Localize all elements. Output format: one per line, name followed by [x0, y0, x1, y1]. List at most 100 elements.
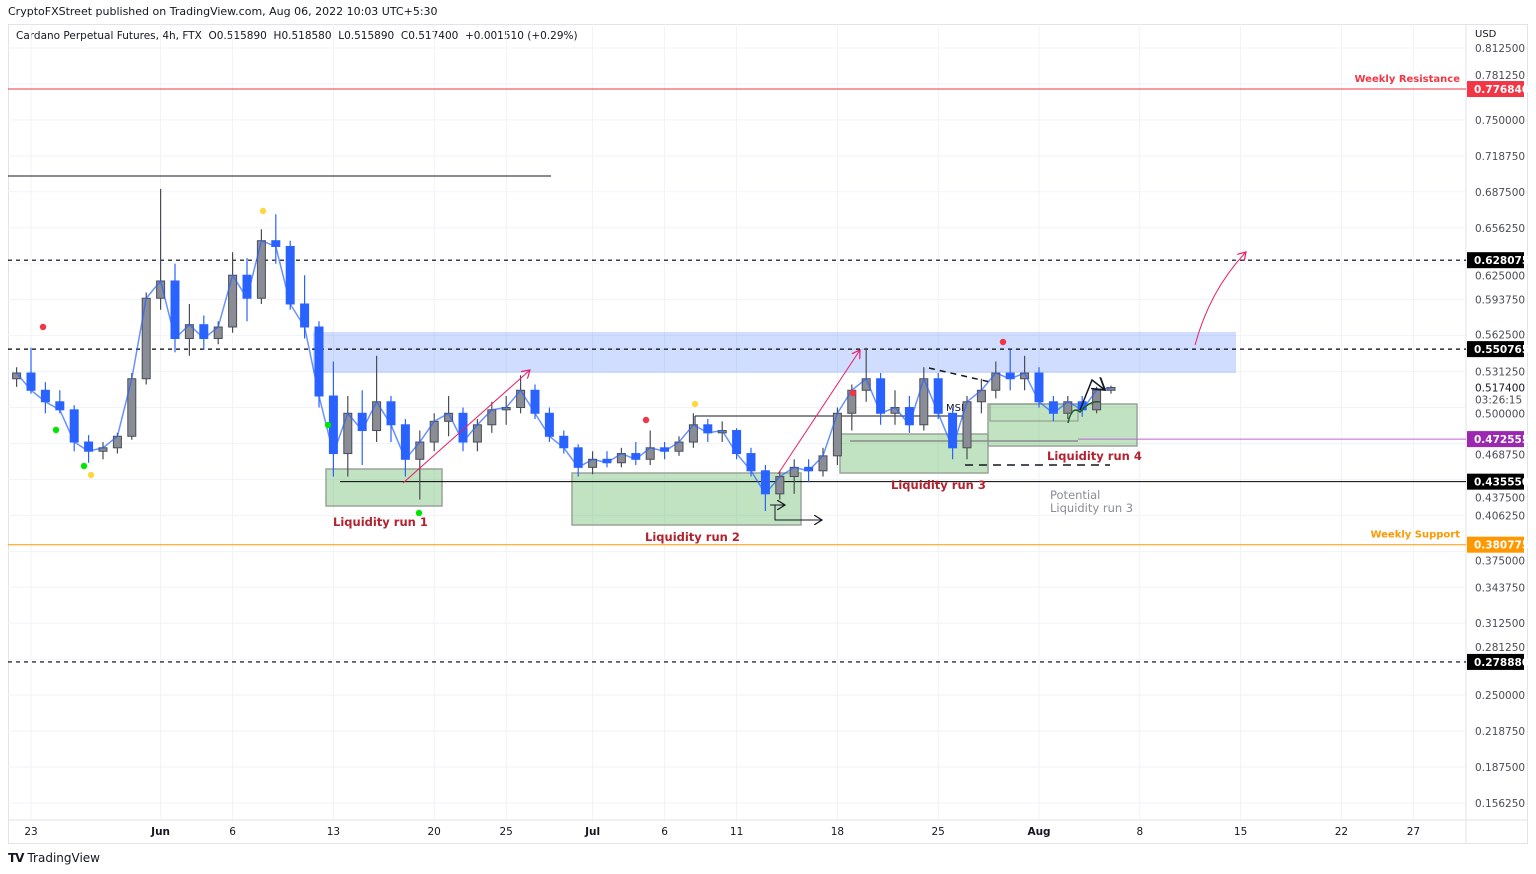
pivot-dot	[80, 462, 88, 470]
bar-countdown: 03:26:15	[1475, 395, 1522, 407]
price-badge	[1467, 81, 1524, 98]
price-badge-label: 0.776840	[1474, 84, 1529, 96]
price-tick: 0.593750	[1475, 295, 1525, 307]
price-tick: 0.343750	[1475, 582, 1525, 594]
time-tick: 6	[661, 826, 668, 838]
price-badge	[1467, 431, 1524, 448]
time-tick: 25	[500, 826, 513, 838]
time-tick: 22	[1335, 826, 1348, 838]
time-tick: 11	[730, 826, 743, 838]
price-tick: 0.281250	[1475, 642, 1525, 654]
pivot-dot	[259, 207, 267, 215]
price-tick: 0.468750	[1475, 449, 1525, 461]
price-badge	[1467, 341, 1524, 358]
price-tick: 0.250000	[1475, 690, 1525, 702]
pivot-dot	[999, 338, 1007, 346]
arrow-right-1[interactable]	[774, 505, 822, 520]
level-name: Weekly Resistance	[1355, 74, 1461, 85]
price-badge-label: 0.380775	[1474, 540, 1529, 552]
time-tick: 18	[831, 826, 844, 838]
legend-open: O0.515890	[208, 30, 267, 42]
price-badge-label: 0.550765	[1474, 344, 1529, 356]
time-tick: 25	[932, 826, 945, 838]
time-tick: Jul	[584, 826, 600, 838]
legend-low: L0.515890	[338, 30, 395, 42]
projection-path[interactable]	[1067, 400, 1101, 424]
price-tick: 0.531250	[1475, 367, 1525, 379]
price-tick: 0.375000	[1475, 555, 1525, 567]
price-tick: 0.625000	[1475, 271, 1525, 283]
time-tick: Jun	[150, 826, 170, 838]
legend-high: H0.518580	[273, 30, 332, 42]
brand-name: TradingView	[27, 851, 100, 865]
arrow-up-2[interactable]	[777, 350, 860, 475]
price-tick: 0.187500	[1475, 762, 1525, 774]
price-badge-label: 0.435550	[1474, 477, 1529, 489]
pivot-dot	[415, 509, 423, 517]
price-tick: 0.312500	[1475, 618, 1525, 630]
price-tick: 0.656250	[1475, 223, 1525, 235]
time-tick: 15	[1234, 826, 1247, 838]
price-tick: 0.437500	[1475, 492, 1525, 504]
pivot-dot	[642, 416, 650, 424]
liquidity-zone-4[interactable]	[987, 403, 1138, 447]
arrow-projection[interactable]	[1194, 252, 1246, 346]
currency-label: USD	[1475, 29, 1497, 40]
pivot-dot	[849, 389, 857, 397]
price-badge	[1467, 252, 1524, 269]
msb-label: MSB	[946, 403, 968, 414]
symbol-legend: Cardano Perpetual Futures, 4h, FTX O0.51…	[16, 30, 578, 42]
price-badge-label: 0.278880	[1474, 657, 1529, 669]
liquidity-run-4-label: Liquidity run 4	[1047, 449, 1142, 463]
arrow-black[interactable]	[1079, 380, 1105, 411]
price-tick: 0.687500	[1475, 187, 1525, 199]
potential-label: Potential	[1050, 488, 1100, 502]
pivot-dot	[87, 471, 95, 479]
potential-label-2: Liquidity run 3	[1050, 501, 1133, 515]
price-badge	[1467, 536, 1524, 553]
price-badge-label: 0.628075	[1474, 255, 1529, 267]
level-name: Weekly Support	[1370, 530, 1460, 541]
time-tick: 20	[428, 826, 441, 838]
chart-frame	[8, 24, 1528, 844]
legend-close: C0.517400	[400, 30, 459, 42]
price-tick: 0.156250	[1475, 798, 1525, 810]
time-tick: 13	[327, 826, 340, 838]
price-tick: 0.218750	[1475, 726, 1525, 738]
price-badge	[1467, 653, 1524, 670]
price-tick: 0.812500	[1475, 43, 1525, 55]
pivot-dot	[324, 421, 332, 429]
price-tick: 0.718750	[1475, 151, 1525, 163]
price-badge	[1467, 473, 1524, 490]
arrow-up-1[interactable]	[402, 370, 530, 484]
last-price-bg	[1467, 380, 1525, 406]
liquidity-run-2-label: Liquidity run 2	[645, 530, 740, 544]
close-line	[16, 239, 1112, 496]
price-tick: 0.406250	[1475, 510, 1525, 522]
time-tick: 8	[1136, 826, 1143, 838]
time-tick: 23	[24, 826, 37, 838]
pivot-dot	[52, 426, 60, 434]
liquidity-run-3-label: Liquidity run 3	[891, 478, 986, 492]
pivot-dot	[39, 323, 47, 331]
time-tick: 27	[1407, 826, 1420, 838]
last-price: 0.517400	[1475, 383, 1525, 395]
legend-change: +0.001510 (+0.29%)	[465, 30, 578, 42]
publisher-line: CryptoFXStreet published on TradingView.…	[8, 5, 438, 18]
time-tick: 6	[229, 826, 236, 838]
pivot-dot	[691, 400, 699, 408]
liquidity-run-1-label: Liquidity run 1	[333, 515, 428, 529]
inner-zone[interactable]	[989, 403, 1079, 422]
supply-zone[interactable]	[313, 332, 1236, 373]
price-tick: 0.750000	[1475, 115, 1525, 127]
liquidity-zone-1[interactable]	[325, 468, 443, 507]
price-tick: 0.562500	[1475, 330, 1525, 342]
symbol-name: Cardano Perpetual Futures, 4h, FTX	[16, 30, 202, 42]
price-tick: 0.500000	[1475, 409, 1525, 421]
tradingview-logo[interactable]: TV TradingView	[8, 851, 100, 865]
time-tick: Aug	[1027, 826, 1050, 838]
tv-logo-icon: TV	[8, 851, 25, 865]
price-badge-label: 0.472555	[1474, 434, 1529, 446]
price-tick: 0.781250	[1475, 70, 1525, 82]
